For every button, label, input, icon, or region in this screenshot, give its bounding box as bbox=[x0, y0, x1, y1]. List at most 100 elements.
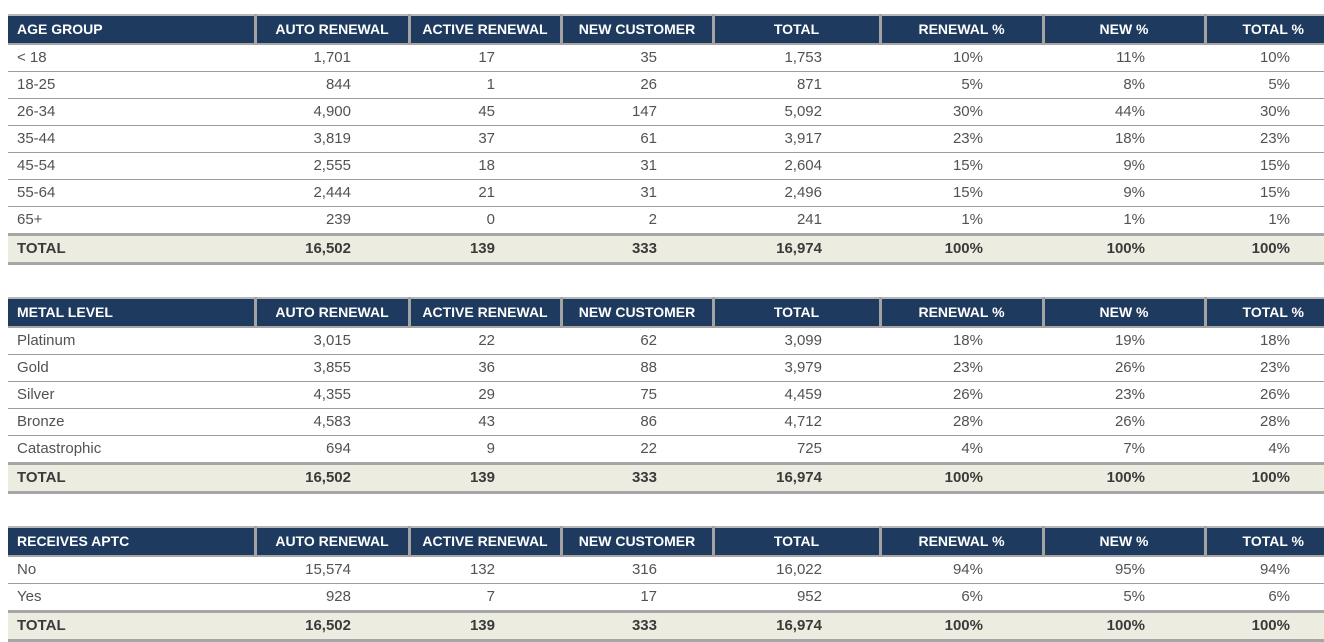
cell: 9 bbox=[409, 435, 561, 464]
row-label: Gold bbox=[8, 354, 255, 382]
cell: 4% bbox=[1205, 435, 1324, 464]
cell: 43 bbox=[409, 408, 561, 436]
column-header-total: TOTAL % bbox=[1203, 14, 1324, 45]
cell: 23% bbox=[1205, 354, 1324, 382]
column-header-active-renewal: ACTIVE RENEWAL bbox=[407, 297, 561, 328]
table-row: 26-34 4,900 45 147 5,092 30% 44% 30% bbox=[8, 98, 1324, 126]
cell: 4,900 bbox=[255, 98, 409, 126]
table-row: Catastrophic 694 9 22 725 4% 7% 4% bbox=[8, 435, 1324, 464]
column-header-auto-renewal: AUTO RENEWAL bbox=[253, 14, 409, 45]
cell: 26% bbox=[1205, 381, 1324, 409]
cell: 928 bbox=[255, 583, 409, 612]
cell: 23% bbox=[880, 354, 1043, 382]
cell: 61 bbox=[561, 125, 713, 153]
cell: 5% bbox=[1043, 583, 1205, 612]
total-row: TOTAL 16,502 139 333 16,974 100% 100% 100% bbox=[8, 610, 1324, 642]
row-label: 18-25 bbox=[8, 71, 255, 99]
cell: 23% bbox=[880, 125, 1043, 153]
row-label: Silver bbox=[8, 381, 255, 409]
cell: 94% bbox=[880, 556, 1043, 584]
cell: 1% bbox=[1205, 206, 1324, 235]
cell: 26 bbox=[561, 71, 713, 99]
cell: 952 bbox=[713, 583, 880, 612]
column-header-total: TOTAL % bbox=[1203, 526, 1324, 557]
column-header-renewal: RENEWAL % bbox=[878, 14, 1043, 45]
cell: 100% bbox=[1205, 233, 1324, 265]
cell: 3,099 bbox=[713, 327, 880, 355]
cell: 62 bbox=[561, 327, 713, 355]
row-label: Platinum bbox=[8, 327, 255, 355]
cell: 1% bbox=[880, 206, 1043, 235]
cell: 1 bbox=[409, 71, 561, 99]
column-header-receives-aptc: RECEIVES APTC bbox=[8, 526, 255, 557]
cell: 2,604 bbox=[713, 152, 880, 180]
cell: 22 bbox=[561, 435, 713, 464]
column-header-new-customer: NEW CUSTOMER bbox=[559, 14, 713, 45]
cell: 31 bbox=[561, 152, 713, 180]
cell: 86 bbox=[561, 408, 713, 436]
cell: 3,917 bbox=[713, 125, 880, 153]
cell: 3,855 bbox=[255, 354, 409, 382]
cell: 100% bbox=[1205, 610, 1324, 642]
cell: 23% bbox=[1205, 125, 1324, 153]
cell: 725 bbox=[713, 435, 880, 464]
cell: 0 bbox=[409, 206, 561, 235]
cell: 139 bbox=[409, 233, 561, 265]
cell: 11% bbox=[1043, 44, 1205, 72]
cell: 18% bbox=[1043, 125, 1205, 153]
cell: 15% bbox=[880, 179, 1043, 207]
cell: 100% bbox=[880, 610, 1043, 642]
cell: 9% bbox=[1043, 152, 1205, 180]
cell: 100% bbox=[1205, 462, 1324, 494]
cell: 844 bbox=[255, 71, 409, 99]
cell: 1,701 bbox=[255, 44, 409, 72]
cell: 18 bbox=[409, 152, 561, 180]
row-label: < 18 bbox=[8, 44, 255, 72]
column-header-new-customer: NEW CUSTOMER bbox=[559, 297, 713, 328]
cell: 5,092 bbox=[713, 98, 880, 126]
cell: 36 bbox=[409, 354, 561, 382]
cell: 6% bbox=[880, 583, 1043, 612]
column-header-total: TOTAL bbox=[711, 526, 880, 557]
cell: 45 bbox=[409, 98, 561, 126]
cell: 100% bbox=[1043, 610, 1205, 642]
column-header-total: TOTAL bbox=[711, 14, 880, 45]
cell: 2,555 bbox=[255, 152, 409, 180]
table-row: Bronze 4,583 43 86 4,712 28% 26% 28% bbox=[8, 408, 1324, 436]
cell: 10% bbox=[1205, 44, 1324, 72]
cell: 9% bbox=[1043, 179, 1205, 207]
cell: 3,819 bbox=[255, 125, 409, 153]
column-header-new: NEW % bbox=[1041, 297, 1205, 328]
cell: 3,015 bbox=[255, 327, 409, 355]
cell: 23% bbox=[1043, 381, 1205, 409]
cell: 2 bbox=[561, 206, 713, 235]
cell: 10% bbox=[880, 44, 1043, 72]
column-header-age-group: AGE GROUP bbox=[8, 14, 255, 45]
header-row: AGE GROUP AUTO RENEWAL ACTIVE RENEWAL NEW C… bbox=[8, 14, 1324, 45]
cell: 139 bbox=[409, 610, 561, 642]
cell: 16,502 bbox=[255, 610, 409, 642]
cell: 37 bbox=[409, 125, 561, 153]
cell: 4,459 bbox=[713, 381, 880, 409]
cell: 5% bbox=[880, 71, 1043, 99]
table-row: Silver 4,355 29 75 4,459 26% 23% 26% bbox=[8, 381, 1324, 409]
table-row: < 18 1,701 17 35 1,753 10% 11% 10% bbox=[8, 44, 1324, 72]
cell: 2,496 bbox=[713, 179, 880, 207]
cell: 100% bbox=[1043, 233, 1205, 265]
cell: 100% bbox=[880, 233, 1043, 265]
cell: 88 bbox=[561, 354, 713, 382]
row-label: TOTAL bbox=[8, 462, 255, 494]
cell: 22 bbox=[409, 327, 561, 355]
cell: 239 bbox=[255, 206, 409, 235]
header-row: RECEIVES APTC AUTO RENEWAL ACTIVE RENEWAL N… bbox=[8, 526, 1324, 557]
table-row: 65+ 239 0 2 241 1% 1% 1% bbox=[8, 206, 1324, 235]
cell: 241 bbox=[713, 206, 880, 235]
row-label: 65+ bbox=[8, 206, 255, 235]
row-label: 26-34 bbox=[8, 98, 255, 126]
cell: 31 bbox=[561, 179, 713, 207]
cell: 95% bbox=[1043, 556, 1205, 584]
cell: 4% bbox=[880, 435, 1043, 464]
cell: 19% bbox=[1043, 327, 1205, 355]
tables-container: AGE GROUP AUTO RENEWAL ACTIVE RENEWAL NEW C… bbox=[8, 14, 1324, 642]
cell: 7% bbox=[1043, 435, 1205, 464]
